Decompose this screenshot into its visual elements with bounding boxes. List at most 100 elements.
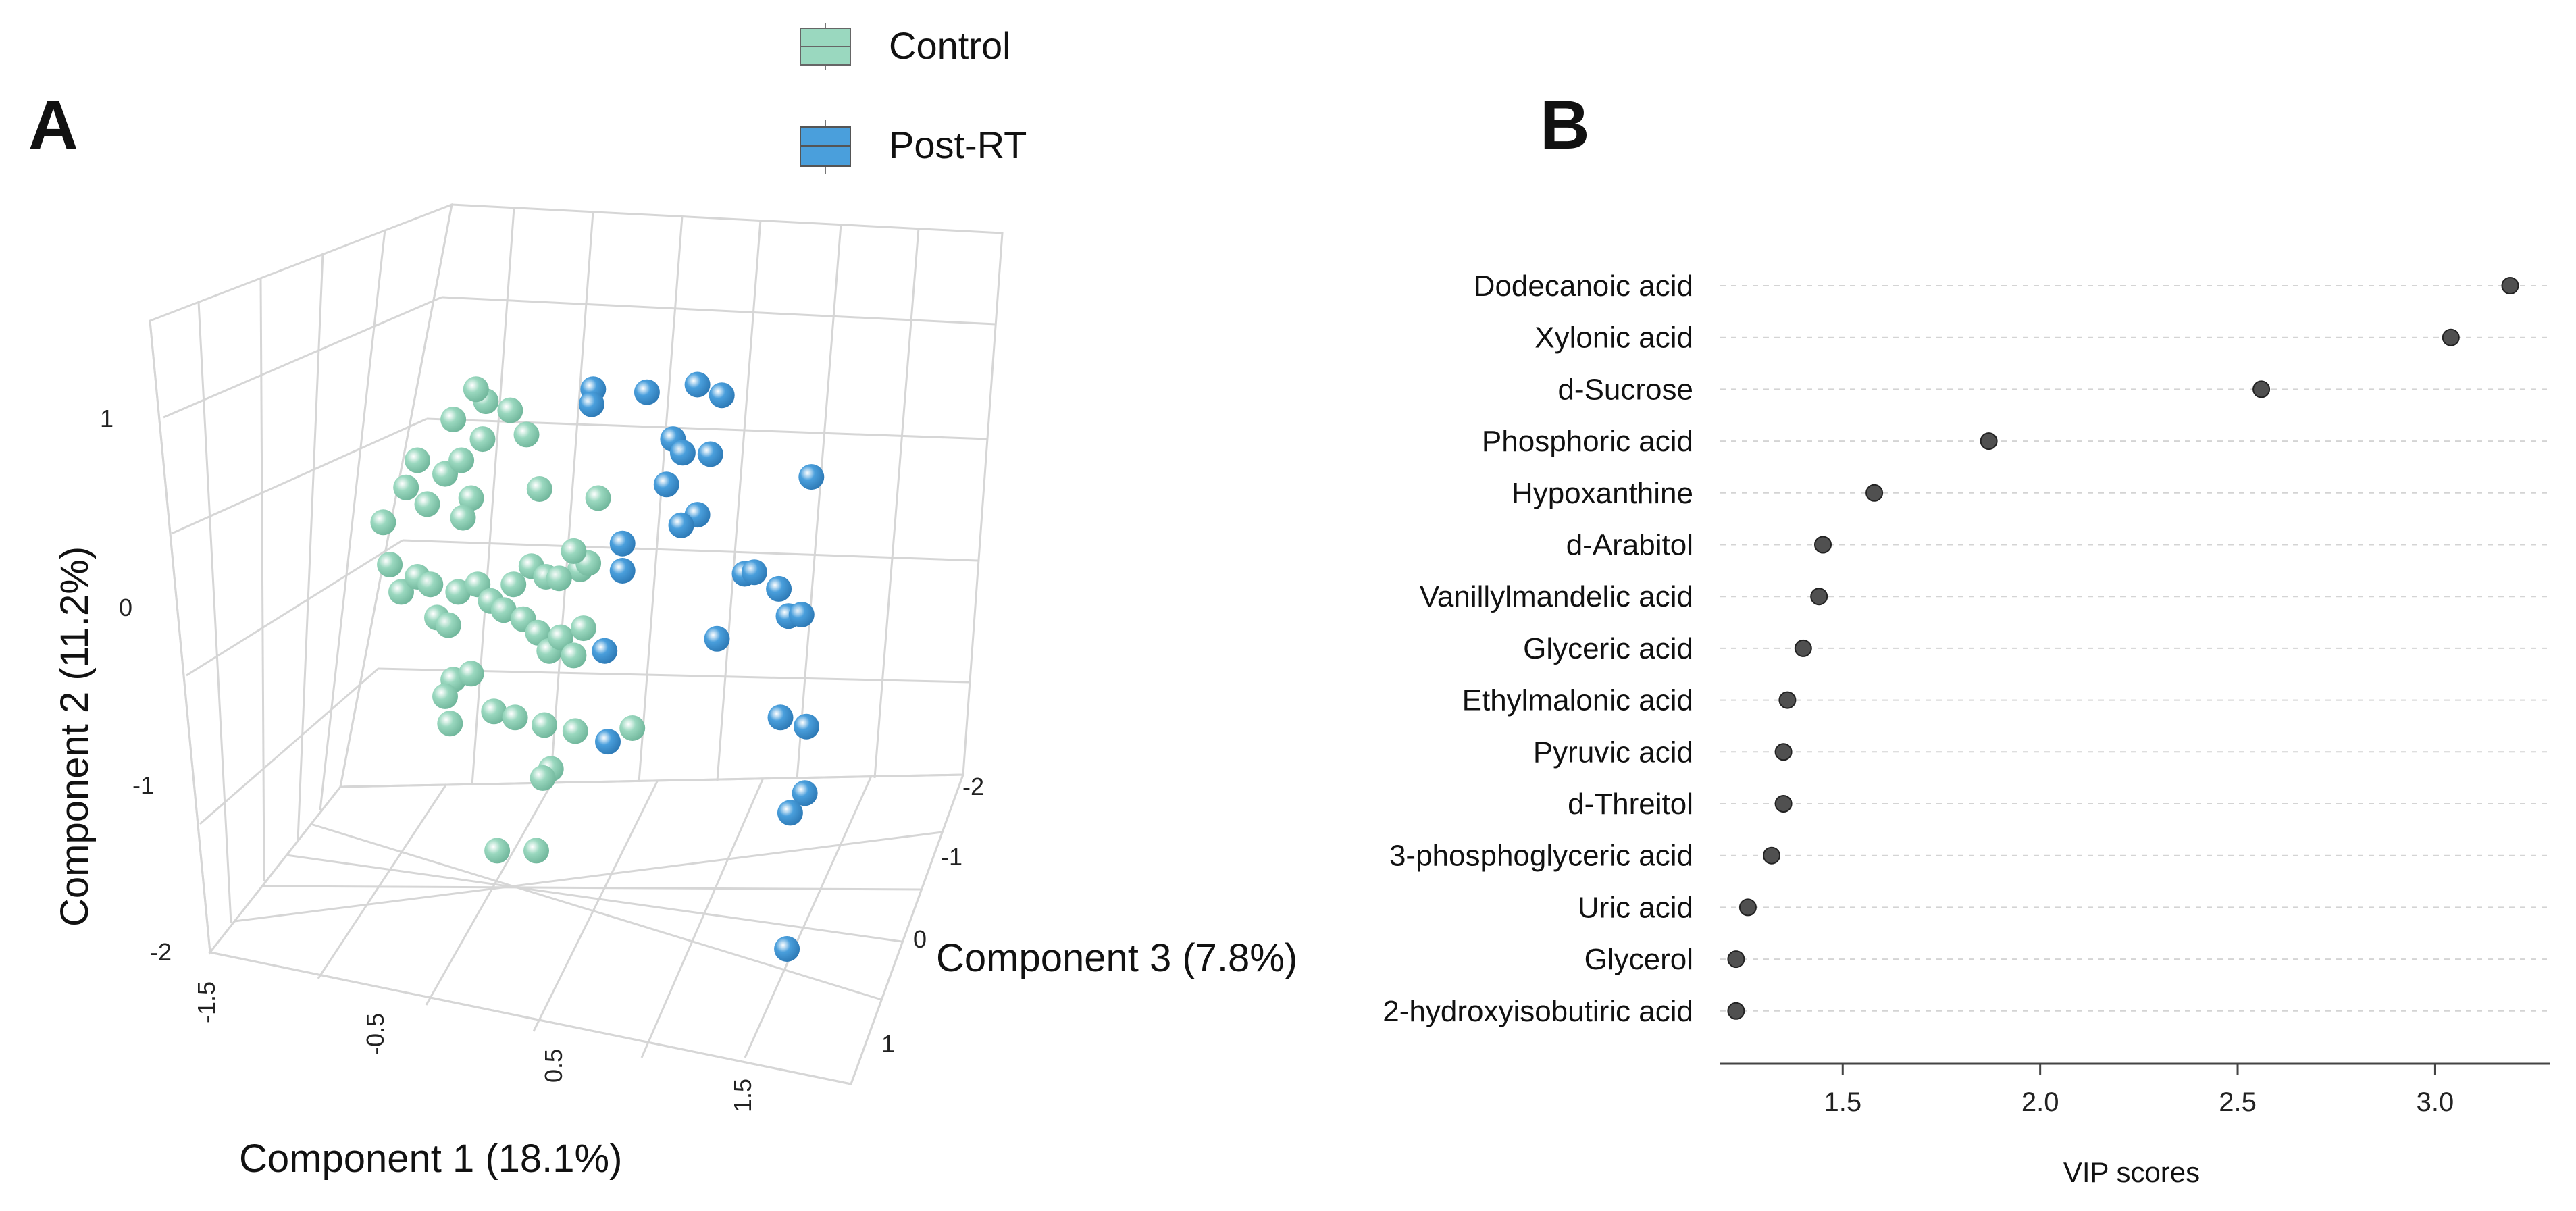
control-point (561, 642, 587, 669)
post-rt-point (595, 729, 621, 755)
control-point (437, 711, 463, 737)
control-point (445, 579, 471, 605)
x-tick-label: 1.5 (729, 1079, 756, 1112)
control-point (523, 838, 549, 864)
vip-x-ticks: 1.5 2.0 2.5 3.0 (1824, 1064, 2454, 1117)
vip-score-dot (1727, 1002, 1745, 1020)
vip-score-dot (1810, 588, 1828, 606)
panel-b-label: B (1540, 86, 1590, 163)
control-point (502, 704, 528, 731)
control-point (561, 538, 587, 564)
control-point (500, 571, 527, 598)
vip-tick-label: 3.0 (2417, 1087, 2454, 1117)
post-rt-point (798, 464, 825, 490)
vip-score-dot (1778, 691, 1797, 709)
vip-score-dot (1774, 795, 1793, 813)
x-tick-label: -1.5 (192, 981, 220, 1023)
z-tick-label: 1 (881, 1030, 895, 1058)
control-point (481, 698, 507, 725)
legend-item-control: Control (800, 23, 1011, 70)
post-rt-point (788, 602, 815, 627)
vip-metabolite-label: d-Arabitol (1566, 529, 1693, 562)
control-point (585, 485, 611, 511)
post-rt-point (578, 391, 604, 417)
control-point (405, 447, 430, 473)
post-rt-point (592, 638, 618, 664)
control-point (548, 624, 574, 650)
vip-metabolite-label: Vanillylmandelic acid (1420, 580, 1693, 613)
axis-label-component-2: Component 2 (11.2%) (53, 546, 97, 927)
post-rt-point (741, 559, 767, 586)
vip-metabolite-label: 2-hydroxyisobutiric acid (1383, 995, 1693, 1028)
vip-score-dot (1738, 898, 1757, 917)
control-point (526, 476, 552, 502)
vip-score-dot (2501, 277, 2519, 294)
control-point (469, 426, 496, 453)
vip-score-dot (1814, 536, 1832, 554)
vip-tick-label: 2.5 (2219, 1087, 2257, 1117)
control-point (562, 718, 588, 744)
control-point (388, 579, 414, 605)
vip-rows: Dodecanoic acid Xylonic acid d-Sucrose Phos… (1383, 269, 2550, 1028)
control-point (513, 421, 540, 448)
y-tick-label: -1 (132, 771, 154, 799)
control-point (546, 565, 572, 592)
control-point (532, 712, 557, 738)
vip-metabolite-label: Dodecanoic acid (1474, 269, 1693, 303)
control-point (570, 615, 596, 642)
z-tick-label: -1 (941, 843, 962, 871)
post-rt-point (766, 575, 792, 602)
control-point (497, 397, 523, 423)
control-point (417, 571, 444, 598)
control-point (490, 597, 517, 623)
post-rt-point (609, 530, 636, 557)
control-point (440, 407, 467, 432)
control-point (530, 765, 556, 791)
axis-ticks-y: 1 0 -1 -2 (100, 405, 172, 966)
vip-score-dot (1865, 484, 1884, 502)
vip-score-dot (2252, 380, 2271, 398)
legend-label-control: Control (889, 24, 1011, 67)
z-tick-label: -2 (962, 773, 984, 800)
control-point (370, 509, 396, 536)
vip-score-dot (1763, 846, 1780, 865)
vip-metabolite-label: Pyruvic acid (1533, 736, 1693, 769)
vip-score-dot (1774, 743, 1793, 761)
vip-metabolite-label: d-Threitol (1568, 788, 1693, 821)
post-rt-point (653, 471, 679, 498)
vip-metabolite-label: Ethylmalonic acid (1462, 684, 1693, 717)
post-rt-point (704, 625, 730, 652)
vip-metabolite-label: Uric acid (1578, 891, 1693, 924)
vip-tick-label: 1.5 (1824, 1087, 1861, 1117)
vip-tick-label: 2.0 (2021, 1087, 2059, 1117)
axis-ticks-x: -1.5 -0.5 0.5 1.5 (192, 981, 756, 1112)
control-point (458, 661, 484, 687)
control-point (448, 447, 475, 473)
post-rt-point (684, 371, 711, 398)
vip-score-dot (1980, 432, 1998, 450)
axis-label-component-1: Component 1 (18.1%) (239, 1137, 622, 1181)
post-rt-point (777, 800, 803, 826)
control-point (619, 715, 646, 741)
y-tick-label: -2 (150, 938, 172, 966)
vip-score-dot (1727, 950, 1745, 969)
axis-label-component-3: Component 3 (7.8%) (936, 936, 1297, 980)
legend-item-post-rt: Post-RT (800, 120, 1027, 174)
post-rt-point (609, 558, 636, 584)
z-tick-label: 0 (913, 925, 927, 953)
control-point (435, 612, 461, 638)
vip-metabolite-label: Xylonic acid (1535, 321, 1693, 355)
vip-metabolite-label: Glycerol (1585, 943, 1693, 976)
post-rt-point (774, 936, 800, 962)
post-rt-point (794, 713, 819, 740)
control-point (450, 505, 476, 531)
vip-score-dot (2442, 328, 2460, 346)
vip-axis-label: VIP scores (2063, 1156, 2200, 1188)
post-rt-point (634, 379, 660, 405)
post-rt-point (792, 780, 818, 806)
control-point (463, 376, 489, 403)
vip-metabolite-label: Hypoxanthine (1512, 477, 1693, 510)
x-tick-label: -0.5 (361, 1013, 389, 1055)
scatter-points (370, 371, 825, 962)
